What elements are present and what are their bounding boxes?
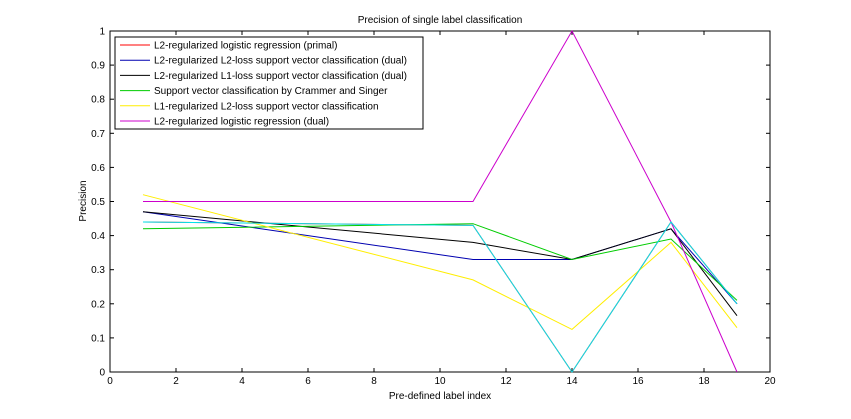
legend-entry-label: L2-regularized L1-loss support vector cl…	[154, 71, 407, 82]
y-tick-label: 0.2	[91, 299, 105, 310]
y-tick-label: 1	[99, 27, 105, 38]
x-tick-label: 4	[239, 376, 245, 387]
x-tick-label: 8	[371, 376, 377, 387]
y-tick-label: 0.9	[91, 61, 105, 72]
y-tick-label: 0.7	[91, 129, 105, 140]
x-tick-label: 16	[632, 376, 644, 387]
legend-entry-label: Support vector classification by Crammer…	[154, 86, 388, 97]
x-tick-label: 14	[566, 376, 578, 387]
x-tick-label: 2	[173, 376, 179, 387]
series-line-7	[142, 221, 738, 373]
y-axis-label: Precision	[78, 180, 89, 221]
x-tick-label: 10	[434, 376, 446, 387]
series-line-6	[143, 29, 738, 373]
x-axis-ticks: 0 2 4 6 8 10 12 14 16 18 20	[107, 31, 776, 387]
chart-title: Precision of single label classification	[358, 15, 523, 26]
legend-entry-label: L2-regularized logistic regression (prim…	[154, 41, 337, 52]
legend: L2-regularized logistic regression (prim…	[114, 36, 424, 130]
y-tick-label: 0.5	[91, 197, 105, 208]
legend-box	[114, 36, 424, 130]
x-axis-label: Pre-defined label index	[389, 391, 491, 402]
x-tick-label: 6	[305, 376, 311, 387]
y-axis-ticks: 0 0.1 0.2 0.3 0.4 0.5 0.6 0.7 0.8 0.9 1	[91, 27, 770, 379]
y-tick-label: 0.4	[91, 231, 105, 242]
series-line-4	[142, 223, 738, 301]
x-tick-label: 20	[764, 376, 776, 387]
legend-entry-label: L2-regularized L2-loss support vector cl…	[154, 56, 407, 67]
y-tick-label: 0.8	[91, 95, 105, 106]
y-tick-label: 0.3	[91, 265, 105, 276]
series-lines	[142, 29, 738, 373]
y-tick-label: 0.1	[91, 333, 105, 344]
x-tick-label: 18	[698, 376, 710, 387]
x-tick-label: 12	[500, 376, 512, 387]
legend-entry-label: L2-regularized logistic regression (dual…	[154, 117, 329, 128]
y-tick-label: 0.6	[91, 163, 105, 174]
x-tick-label: 0	[107, 376, 113, 387]
legend-entry-label: L1-regularized L2-loss support vector cl…	[154, 101, 379, 112]
y-tick-label: 0	[99, 368, 105, 379]
